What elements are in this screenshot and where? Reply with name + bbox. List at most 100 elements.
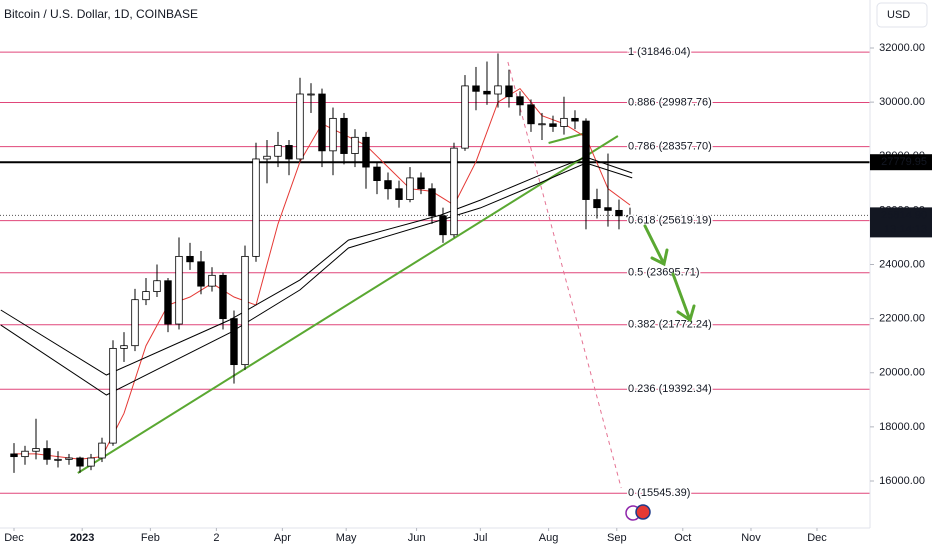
x-tick-label: Apr [274, 532, 291, 544]
fib-label: 0.236 (19392.34) [628, 383, 712, 395]
candle-body [131, 299, 139, 347]
fib-label: 0.886 (29987.76) [628, 96, 712, 108]
x-tick-label: Dec [4, 532, 24, 544]
candle-body [615, 209, 623, 217]
currency-button[interactable] [876, 2, 928, 28]
candle-body [560, 117, 568, 127]
candle-body [87, 457, 95, 467]
candle-body [10, 453, 18, 458]
currency[interactable]: USD [887, 9, 910, 21]
candle-body [252, 158, 260, 257]
x-tick-label: Jun [408, 532, 426, 544]
arrows [643, 224, 696, 323]
y-tick-label: 22000.00 [879, 313, 925, 325]
candle-body [604, 207, 612, 211]
fib-label: 1 (31846.04) [628, 46, 690, 58]
y-tick-label: 16000.00 [879, 475, 925, 487]
candle-body [538, 123, 546, 126]
candle-body [516, 96, 524, 106]
trendline [77, 135, 619, 474]
candle-body [527, 104, 535, 125]
candle-body [230, 318, 238, 366]
candle-body [329, 117, 337, 152]
candle-body [142, 291, 150, 301]
fib-label: 0.5 (23695.71) [628, 267, 700, 279]
candle-body [472, 85, 480, 92]
x-tick-label: Aug [539, 532, 559, 544]
candle-body [120, 345, 128, 349]
candle-body [395, 188, 403, 200]
candle-body [241, 255, 249, 366]
candle-body [461, 85, 469, 149]
candle-body [505, 85, 513, 98]
candle-body [43, 448, 51, 460]
candle-body [593, 199, 601, 209]
candle-body [285, 145, 293, 160]
current-price-label: 25814.90 [881, 209, 927, 221]
y-tick-label: 18000.00 [879, 421, 925, 433]
candle-body [208, 274, 216, 287]
logo-icon [625, 504, 651, 521]
trendline [548, 132, 587, 144]
candle-body [406, 177, 414, 200]
candle-body [582, 120, 590, 200]
candle-body [296, 93, 304, 160]
candle-body [549, 123, 557, 127]
y-tick-label: 30000.00 [879, 96, 925, 108]
candle-body [109, 347, 117, 444]
price-box [870, 154, 932, 171]
fib-label: 0 (15545.39) [628, 487, 690, 499]
plot-area: 1 (31846.04) 0.886 (29987.76) 0.786 (28357… [0, 45, 870, 501]
candle-body [571, 117, 579, 122]
candle-body [197, 261, 205, 287]
x-tick-label: 2023 [70, 532, 94, 544]
y-tick-label: 20000.00 [879, 367, 925, 379]
x-tick-label: May [336, 532, 357, 544]
x-tick-label: Feb [141, 532, 160, 544]
candle-body [384, 180, 392, 190]
current-price-box [870, 207, 932, 238]
candle-body [21, 450, 29, 458]
candle-body [626, 215, 634, 218]
fib-label: 0.786 (28357.70) [628, 140, 712, 152]
candle-body [274, 145, 282, 157]
candle-body [318, 93, 326, 152]
candle-body [483, 90, 491, 95]
moving-average [0, 156, 633, 376]
candle-body [65, 457, 73, 460]
candle-body [32, 448, 40, 452]
candle-body [340, 117, 348, 154]
candle-body [263, 155, 271, 160]
candle-body [54, 458, 62, 461]
moving-average [0, 162, 633, 396]
candle-body [450, 147, 458, 236]
candle-body [76, 457, 84, 467]
candle-body [428, 188, 436, 217]
price-box-label: 27779.95 [881, 156, 927, 168]
candle-body [362, 136, 370, 168]
candle-body [175, 255, 183, 325]
y-tick-label: 24000.00 [879, 258, 925, 270]
candle-body [98, 442, 106, 459]
countdown-label: 13:14:13 [884, 223, 927, 235]
candle-body [494, 85, 502, 95]
x-tick-label: Dec [807, 532, 827, 544]
x-tick-label: 2 [213, 532, 219, 544]
candle-body [153, 280, 161, 292]
candle-body [307, 93, 315, 96]
candle-body [439, 215, 447, 236]
candle-body [417, 177, 425, 190]
candle-body [373, 166, 381, 182]
y-tick-label: 32000.00 [879, 42, 925, 54]
candle-body [186, 255, 194, 263]
x-tick-label: Nov [741, 532, 761, 544]
trendline [507, 61, 622, 489]
x-tick-label: Sep [607, 532, 627, 544]
candle-body [219, 274, 227, 320]
fib-label: 0.382 (21772.24) [628, 319, 712, 331]
candle-body [164, 280, 172, 325]
fib-label: 0.618 (25619.19) [628, 215, 712, 227]
